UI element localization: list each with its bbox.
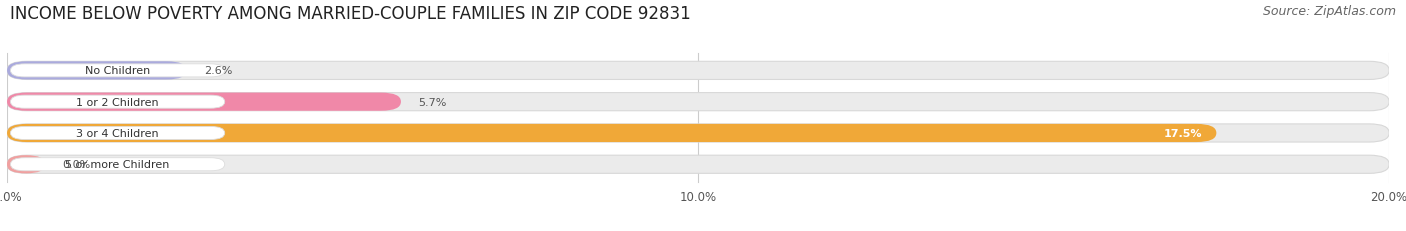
Text: INCOME BELOW POVERTY AMONG MARRIED-COUPLE FAMILIES IN ZIP CODE 92831: INCOME BELOW POVERTY AMONG MARRIED-COUPL… — [10, 5, 690, 23]
Text: Source: ZipAtlas.com: Source: ZipAtlas.com — [1263, 5, 1396, 18]
FancyBboxPatch shape — [7, 93, 401, 111]
FancyBboxPatch shape — [7, 124, 1389, 143]
FancyBboxPatch shape — [7, 62, 1389, 80]
Text: 17.5%: 17.5% — [1164, 128, 1202, 138]
FancyBboxPatch shape — [10, 127, 225, 140]
FancyBboxPatch shape — [7, 124, 1216, 143]
FancyBboxPatch shape — [10, 158, 225, 171]
Text: 5.7%: 5.7% — [418, 97, 447, 107]
Text: 5 or more Children: 5 or more Children — [66, 160, 170, 170]
FancyBboxPatch shape — [10, 65, 225, 78]
FancyBboxPatch shape — [7, 93, 1389, 111]
FancyBboxPatch shape — [10, 96, 225, 109]
Text: No Children: No Children — [84, 66, 150, 76]
FancyBboxPatch shape — [7, 62, 187, 80]
Text: 0.0%: 0.0% — [62, 160, 90, 170]
Text: 1 or 2 Children: 1 or 2 Children — [76, 97, 159, 107]
Text: 3 or 4 Children: 3 or 4 Children — [76, 128, 159, 138]
FancyBboxPatch shape — [7, 155, 45, 173]
Text: 2.6%: 2.6% — [204, 66, 232, 76]
FancyBboxPatch shape — [7, 155, 1389, 173]
